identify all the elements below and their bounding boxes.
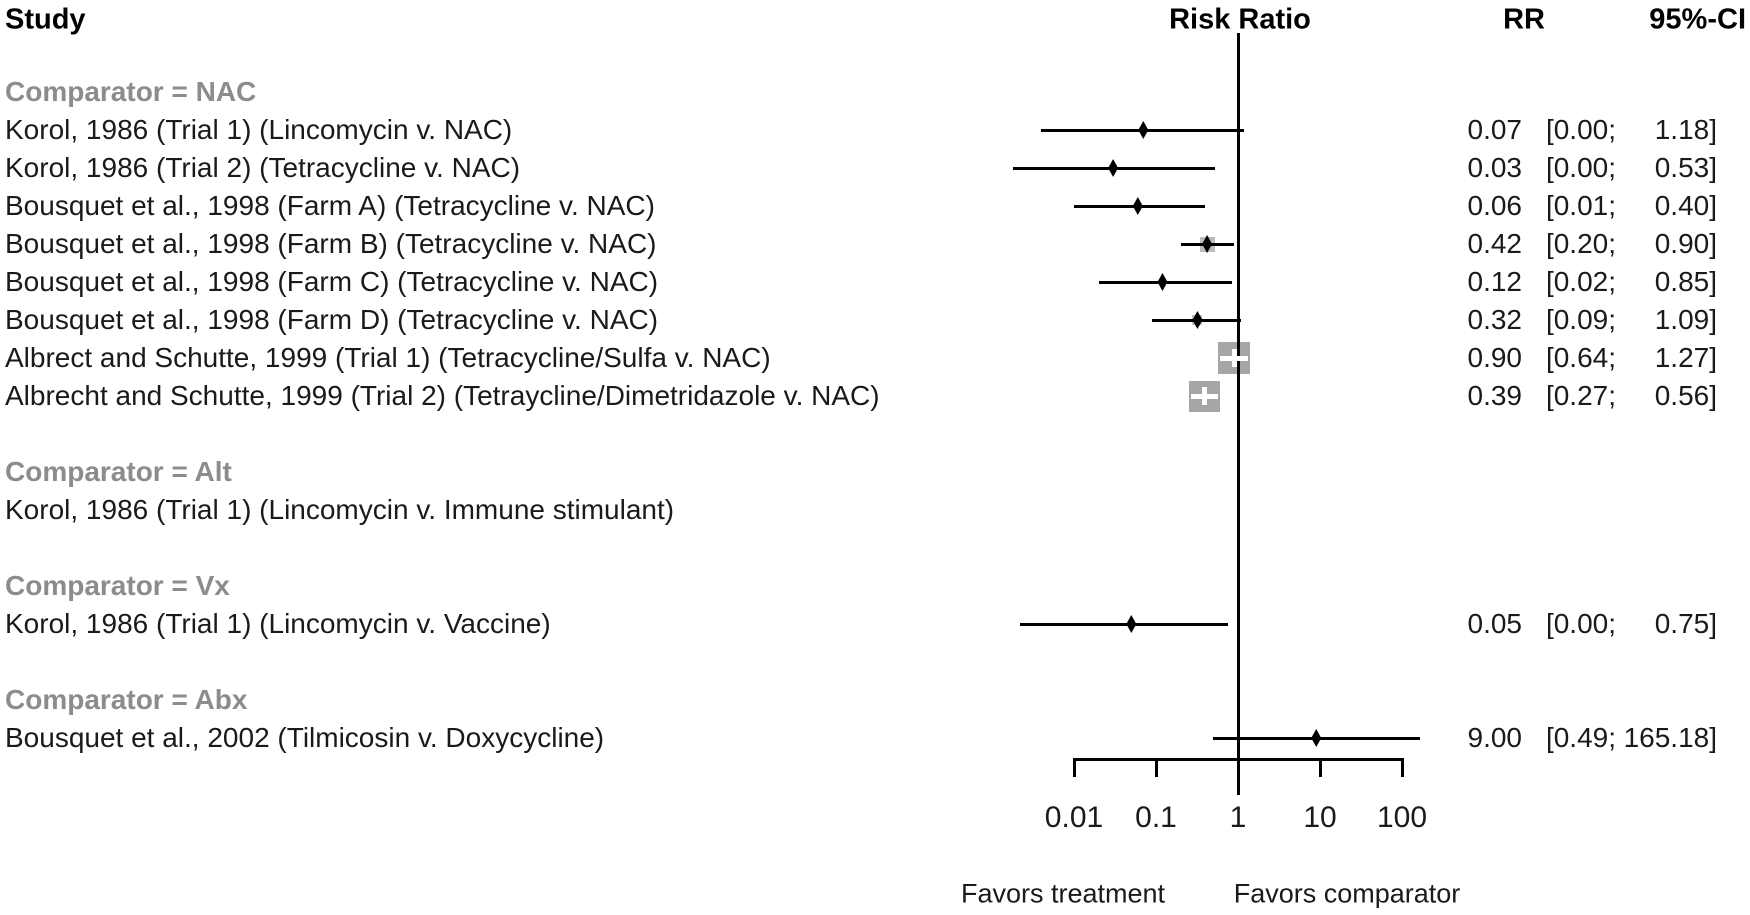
study-label: Bousquet et al., 1998 (Farm C) (Tetracyc… (5, 266, 659, 297)
confidence-interval-line (1020, 622, 1228, 626)
x-axis-tick-label: 1 (1229, 801, 1247, 834)
rr-value: 0.12 (1467, 266, 1523, 297)
ci-upper-value: 0.53] (1654, 152, 1717, 183)
rr-value: 0.32 (1467, 304, 1523, 335)
point-estimate-marker (1126, 615, 1137, 633)
ci-upper-value: 1.09] (1654, 304, 1717, 335)
column-header-rr: RR (1503, 3, 1545, 36)
ci-upper-value: 0.56] (1654, 380, 1717, 411)
rr-value: 9.00 (1467, 722, 1523, 753)
group-label: Comparator = NAC (5, 76, 257, 107)
column-header-risk-ratio: Risk Ratio (1169, 3, 1311, 36)
ci-lower-value: [0.49; (1545, 722, 1616, 753)
x-axis-tick (1154, 758, 1158, 777)
ci-lower-value: [0.00; (1545, 152, 1616, 183)
point-estimate-marker (1132, 197, 1143, 215)
ci-upper-value: 0.40] (1654, 190, 1717, 221)
point-estimate-marker (1192, 311, 1203, 329)
x-axis-tick-label: 10 (1303, 801, 1337, 834)
study-label: Bousquet et al., 1998 (Farm A) (Tetracyc… (5, 190, 655, 221)
column-header-study: Study (5, 3, 86, 36)
point-estimate-marker (1201, 387, 1207, 405)
ci-upper-value: 165.18] (1623, 722, 1717, 753)
x-axis-tick-label: 0.01 (1044, 801, 1104, 834)
x-axis-tick (1400, 758, 1404, 777)
ci-lower-value: [0.00; (1545, 114, 1616, 145)
favors-comparator-label: Favors comparator (1233, 878, 1461, 909)
rr-value: 0.39 (1467, 380, 1523, 411)
rr-value: 0.03 (1467, 152, 1523, 183)
point-estimate-marker (1231, 349, 1237, 367)
group-label: Comparator = Vx (5, 570, 230, 601)
ci-lower-value: [0.01; (1545, 190, 1616, 221)
ci-lower-value: [0.00; (1545, 608, 1616, 639)
ci-upper-value: 0.75] (1654, 608, 1717, 639)
study-label: Korol, 1986 (Trial 1) (Lincomycin v. Imm… (5, 494, 675, 525)
ci-lower-value: [0.09; (1545, 304, 1616, 335)
study-label: Albrect and Schutte, 1999 (Trial 1) (Tet… (5, 342, 771, 373)
x-axis-tick-label: 100 (1376, 801, 1428, 834)
x-axis-tick-label: 0.1 (1135, 801, 1177, 834)
ci-upper-value: 0.90] (1654, 228, 1717, 259)
group-label: Comparator = Alt (5, 456, 232, 487)
ci-upper-value: 0.85] (1654, 266, 1717, 297)
study-label: Bousquet et al., 2002 (Tilmicosin v. Dox… (5, 722, 605, 753)
column-header-ci: 95%-CI (1649, 3, 1746, 36)
rr-value: 0.42 (1467, 228, 1523, 259)
ci-lower-value: [0.20; (1545, 228, 1616, 259)
rr-value: 0.06 (1467, 190, 1523, 221)
ci-lower-value: [0.02; (1545, 266, 1616, 297)
x-axis-tick (1072, 758, 1076, 777)
group-label: Comparator = Abx (5, 684, 248, 715)
study-label: Korol, 1986 (Trial 1) (Lincomycin v. Vac… (5, 608, 551, 639)
study-label: Bousquet et al., 1998 (Farm B) (Tetracyc… (5, 228, 657, 259)
rr-value: 0.07 (1467, 114, 1523, 145)
rr-value: 0.05 (1467, 608, 1523, 639)
favors-treatment-label: Favors treatment (960, 878, 1166, 909)
point-estimate-marker (1202, 235, 1213, 253)
rr-value: 0.90 (1467, 342, 1523, 373)
ci-upper-value: 1.27] (1654, 342, 1717, 373)
point-estimate-marker (1138, 121, 1149, 139)
study-label: Korol, 1986 (Trial 1) (Lincomycin v. NAC… (5, 114, 513, 145)
ci-upper-value: 1.18] (1654, 114, 1717, 145)
point-estimate-marker (1311, 729, 1322, 747)
study-label: Albrecht and Schutte, 1999 (Trial 2) (Te… (5, 380, 880, 411)
ci-lower-value: [0.64; (1545, 342, 1616, 373)
ci-lower-value: [0.27; (1545, 380, 1616, 411)
point-estimate-marker (1157, 273, 1168, 291)
study-label: Korol, 1986 (Trial 2) (Tetracycline v. N… (5, 152, 521, 183)
study-label: Bousquet et al., 1998 (Farm D) (Tetracyc… (5, 304, 659, 335)
reference-line (1236, 33, 1240, 795)
point-estimate-marker (1108, 159, 1119, 177)
x-axis-tick (1318, 758, 1322, 777)
